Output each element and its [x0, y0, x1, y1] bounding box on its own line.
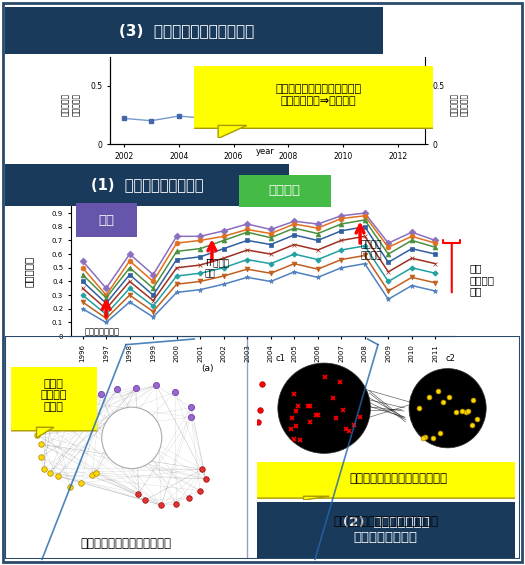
FancyBboxPatch shape	[73, 202, 140, 239]
FancyBboxPatch shape	[6, 365, 101, 431]
FancyBboxPatch shape	[244, 461, 525, 498]
Ellipse shape	[102, 407, 162, 468]
Text: (a): (a)	[201, 364, 214, 373]
Text: リーマン
ショック: リーマン ショック	[360, 241, 382, 260]
FancyBboxPatch shape	[0, 163, 297, 207]
Polygon shape	[36, 427, 54, 438]
Text: (2)  経済危機の伝播
（世界同時不況）: (2) 経済危機の伝播 （世界同時不況）	[342, 516, 429, 544]
Text: 金属素材: 金属素材	[269, 184, 301, 198]
Text: ITバブル
崩壊: ITバブル 崩壊	[205, 259, 229, 278]
Text: 同期の程度: 同期の程度	[24, 255, 34, 287]
Text: ドライバー
ノード割合: ドライバー ノード割合	[450, 93, 469, 116]
Text: 地域別
のコミュ
ニティ: 地域別 のコミュ ニティ	[40, 379, 67, 412]
FancyBboxPatch shape	[249, 500, 522, 560]
Text: コミュニティの組み換えが発生: コミュニティの組み換えが発生	[350, 472, 448, 485]
Text: (1)  国際景気循環の同期: (1) 国際景気循環の同期	[91, 177, 203, 193]
Ellipse shape	[278, 363, 371, 453]
Text: (3)  経済危機の制御不可能性: (3) 経済危機の制御不可能性	[119, 23, 254, 38]
Polygon shape	[303, 496, 329, 500]
Text: 貳易
コミュニ
ティ: 貳易 コミュニ ティ	[470, 263, 495, 296]
Text: 世界同時不況時にドライバー
ノードが増加⇒制御困難: 世界同時不況時にドライバー ノードが増加⇒制御困難	[276, 84, 362, 106]
Ellipse shape	[409, 368, 486, 448]
Text: 平常経済の生産ネットワーク: 平常経済の生産ネットワーク	[80, 537, 172, 550]
FancyBboxPatch shape	[234, 173, 335, 209]
Text: ドライバー
ノードの数: ドライバー ノードの数	[61, 93, 80, 116]
Text: 鉱業: 鉱業	[98, 214, 114, 227]
Text: c1: c1	[275, 354, 285, 363]
Polygon shape	[218, 125, 247, 138]
FancyBboxPatch shape	[0, 6, 395, 55]
Text: c2: c2	[445, 354, 455, 363]
Text: アジア金融危機: アジア金融危機	[85, 328, 120, 337]
FancyBboxPatch shape	[185, 64, 443, 128]
Text: year: year	[256, 147, 275, 156]
Text: 世界同時不況の生産ネットワーク: 世界同時不況の生産ネットワーク	[333, 515, 438, 528]
